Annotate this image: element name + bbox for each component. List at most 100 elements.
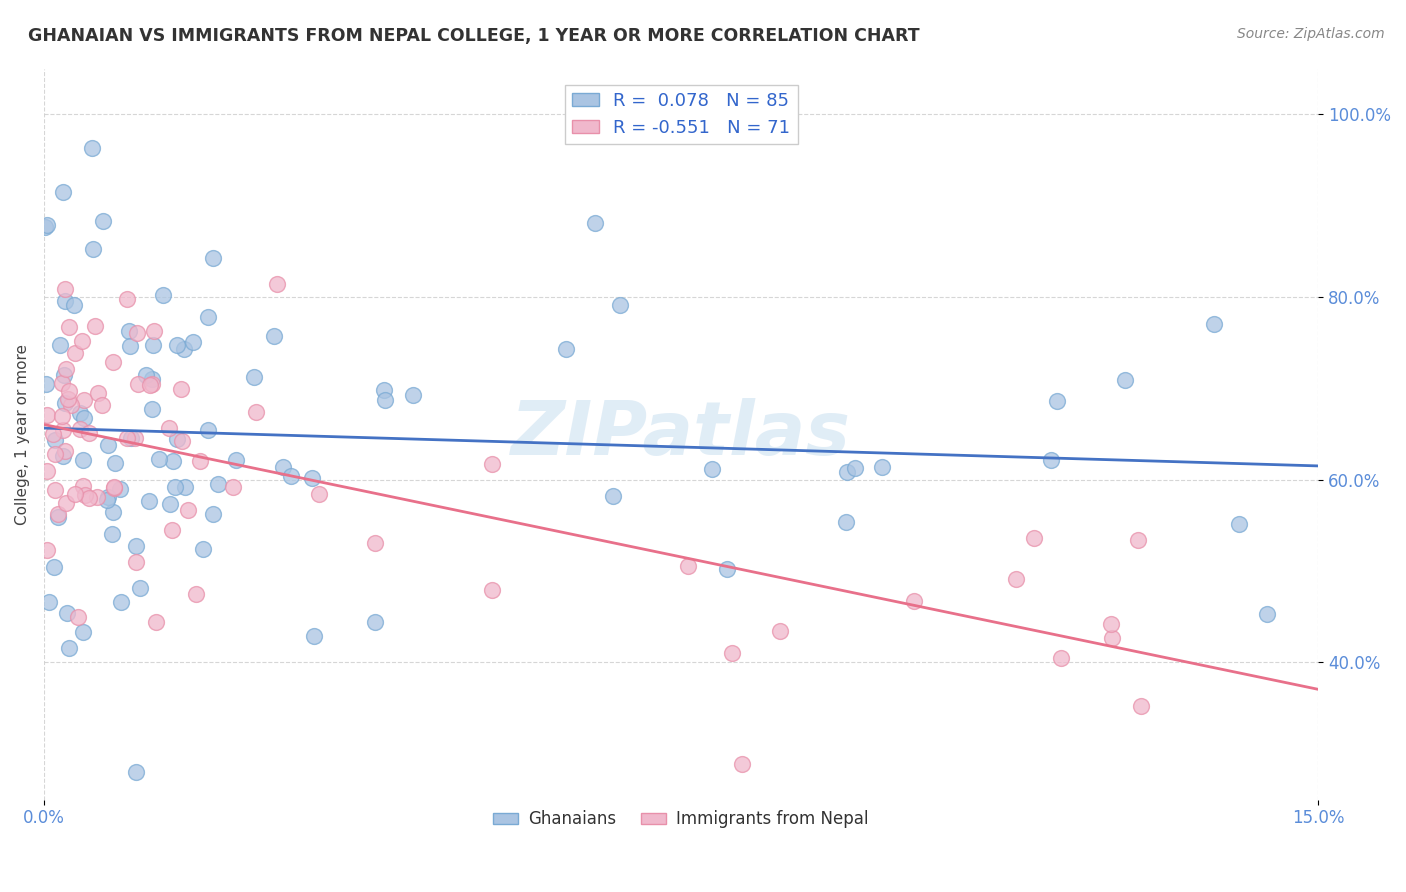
Point — [125, 326, 148, 341]
Point — [1040, 452, 1063, 467]
Point — [82, 242, 104, 256]
Point — [835, 515, 858, 529]
Point — [716, 562, 738, 576]
Point — [37, 542, 59, 557]
Point — [769, 624, 792, 638]
Point — [141, 402, 163, 417]
Point — [308, 487, 330, 501]
Point — [1046, 394, 1069, 409]
Point — [63, 298, 86, 312]
Point — [148, 451, 170, 466]
Point — [844, 460, 866, 475]
Point — [197, 310, 219, 324]
Point — [169, 382, 191, 396]
Point — [177, 503, 200, 517]
Point — [65, 486, 87, 500]
Point — [373, 383, 395, 397]
Point — [97, 438, 120, 452]
Point — [44, 434, 66, 448]
Point — [83, 318, 105, 333]
Point — [115, 431, 138, 445]
Point — [141, 377, 163, 392]
Point — [207, 476, 229, 491]
Point — [1227, 516, 1250, 531]
Point — [702, 462, 724, 476]
Point — [280, 469, 302, 483]
Point — [51, 376, 73, 391]
Point — [124, 431, 146, 445]
Point — [225, 453, 247, 467]
Point — [166, 432, 188, 446]
Point — [108, 483, 131, 497]
Point — [55, 496, 77, 510]
Point — [82, 141, 104, 155]
Point — [138, 377, 160, 392]
Point — [242, 370, 264, 384]
Text: ZIPatlas: ZIPatlas — [512, 398, 851, 470]
Point — [135, 368, 157, 383]
Point — [55, 362, 77, 376]
Point — [97, 491, 120, 505]
Point — [37, 409, 59, 423]
Point — [49, 338, 72, 352]
Point — [46, 508, 69, 522]
Point — [52, 423, 75, 437]
Point — [402, 388, 425, 402]
Point — [69, 422, 91, 436]
Point — [374, 392, 396, 407]
Point — [202, 251, 225, 265]
Point — [1256, 607, 1278, 622]
Point — [35, 376, 58, 391]
Point — [66, 609, 89, 624]
Point — [181, 334, 204, 349]
Point — [1101, 631, 1123, 645]
Text: GHANAIAN VS IMMIGRANTS FROM NEPAL COLLEGE, 1 YEAR OR MORE CORRELATION CHART: GHANAIAN VS IMMIGRANTS FROM NEPAL COLLEG… — [28, 27, 920, 45]
Point — [125, 555, 148, 569]
Point — [35, 218, 58, 232]
Point — [101, 527, 124, 541]
Point — [73, 411, 96, 425]
Point — [1024, 532, 1046, 546]
Point — [1114, 374, 1136, 388]
Point — [63, 345, 86, 359]
Point — [91, 213, 114, 227]
Point — [51, 409, 73, 423]
Point — [115, 292, 138, 306]
Point — [870, 459, 893, 474]
Point — [301, 471, 323, 485]
Point — [38, 595, 60, 609]
Point — [118, 324, 141, 338]
Point — [1202, 317, 1225, 331]
Point — [90, 398, 112, 412]
Point — [138, 493, 160, 508]
Point — [58, 640, 80, 655]
Point — [58, 392, 80, 406]
Point — [193, 541, 215, 556]
Point — [73, 393, 96, 408]
Point — [162, 454, 184, 468]
Point — [363, 535, 385, 549]
Point — [903, 594, 925, 608]
Legend: Ghanaians, Immigrants from Nepal: Ghanaians, Immigrants from Nepal — [486, 804, 876, 835]
Point — [676, 559, 699, 574]
Point — [271, 460, 294, 475]
Point — [77, 426, 100, 441]
Point — [73, 488, 96, 502]
Point — [70, 334, 93, 348]
Point — [58, 320, 80, 334]
Point — [52, 449, 75, 463]
Point — [52, 368, 75, 383]
Point — [72, 625, 94, 640]
Point — [87, 385, 110, 400]
Point — [125, 765, 148, 780]
Point — [101, 355, 124, 369]
Point — [53, 282, 76, 296]
Point — [35, 464, 58, 478]
Point — [103, 481, 125, 495]
Point — [263, 329, 285, 343]
Point — [145, 615, 167, 629]
Point — [103, 480, 125, 494]
Point — [173, 479, 195, 493]
Point — [731, 756, 754, 771]
Point — [609, 298, 631, 312]
